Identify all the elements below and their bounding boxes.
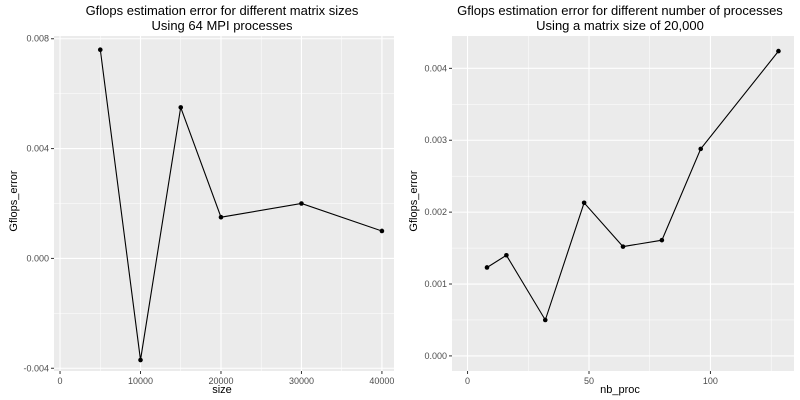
plot-panel: 0 50 100 0.000 0.001 0.002 0.003 0.004: [424, 36, 794, 386]
data-point: [299, 201, 304, 206]
x-tick-label: 0: [58, 376, 63, 386]
chart-matrix-sizes: Gflops estimation error for different ma…: [8, 3, 394, 396]
data-point: [620, 244, 626, 249]
series-line: [99, 49, 383, 361]
y-tick-label: -0.004: [23, 363, 49, 373]
y-tick-label: 0.001: [424, 279, 447, 289]
y-axis-label: Gflops_error: [8, 170, 20, 231]
data-point: [776, 48, 781, 54]
series-line: [486, 50, 779, 322]
data-point: [542, 317, 548, 323]
y-tick-label: 0.000: [26, 253, 49, 263]
x-tick-label: 0: [465, 376, 470, 386]
chart-processes: Gflops estimation error for different nu…: [408, 3, 794, 396]
y-tick-label: 0.002: [424, 207, 447, 217]
chart-title: Gflops estimation error for different ma…: [86, 3, 359, 18]
x-axis-label: nb_proc: [600, 384, 640, 396]
data-point: [484, 265, 490, 270]
y-tick-label: 0.004: [26, 144, 49, 154]
data-point: [659, 237, 665, 243]
x-tick-label: 40000: [369, 376, 394, 386]
y-tick-label: 0.008: [26, 34, 49, 44]
data-point: [698, 146, 704, 152]
x-tick-label: 20000: [208, 376, 233, 386]
x-tick-label: 10000: [128, 376, 153, 386]
data-point: [581, 200, 587, 206]
panel-background: [452, 36, 794, 371]
data-point: [138, 357, 143, 363]
chart-subtitle: Using 64 MPI processes: [152, 18, 293, 33]
y-tick-label: 0.003: [424, 135, 447, 145]
y-axis-label: Gflops_error: [408, 170, 420, 231]
data-point: [379, 228, 385, 234]
x-tick-label: 100: [703, 376, 718, 386]
data-point: [218, 214, 224, 220]
chart-subtitle: Using a matrix size of 20,000: [536, 18, 704, 33]
data-point: [178, 105, 184, 110]
y-tick-label: 0.004: [424, 63, 447, 73]
plot-panel: 0 10000 20000 30000 40000 -0.004 0.000 0.004 0.0…: [23, 34, 394, 386]
data-point: [97, 47, 103, 53]
chart-title: Gflops estimation error for different nu…: [457, 3, 783, 18]
x-tick-label: 30000: [289, 376, 314, 386]
x-tick-label: 50: [584, 376, 594, 386]
x-axis-label: size: [212, 384, 232, 396]
y-tick-label: 0.000: [424, 351, 447, 361]
data-point: [504, 252, 509, 258]
